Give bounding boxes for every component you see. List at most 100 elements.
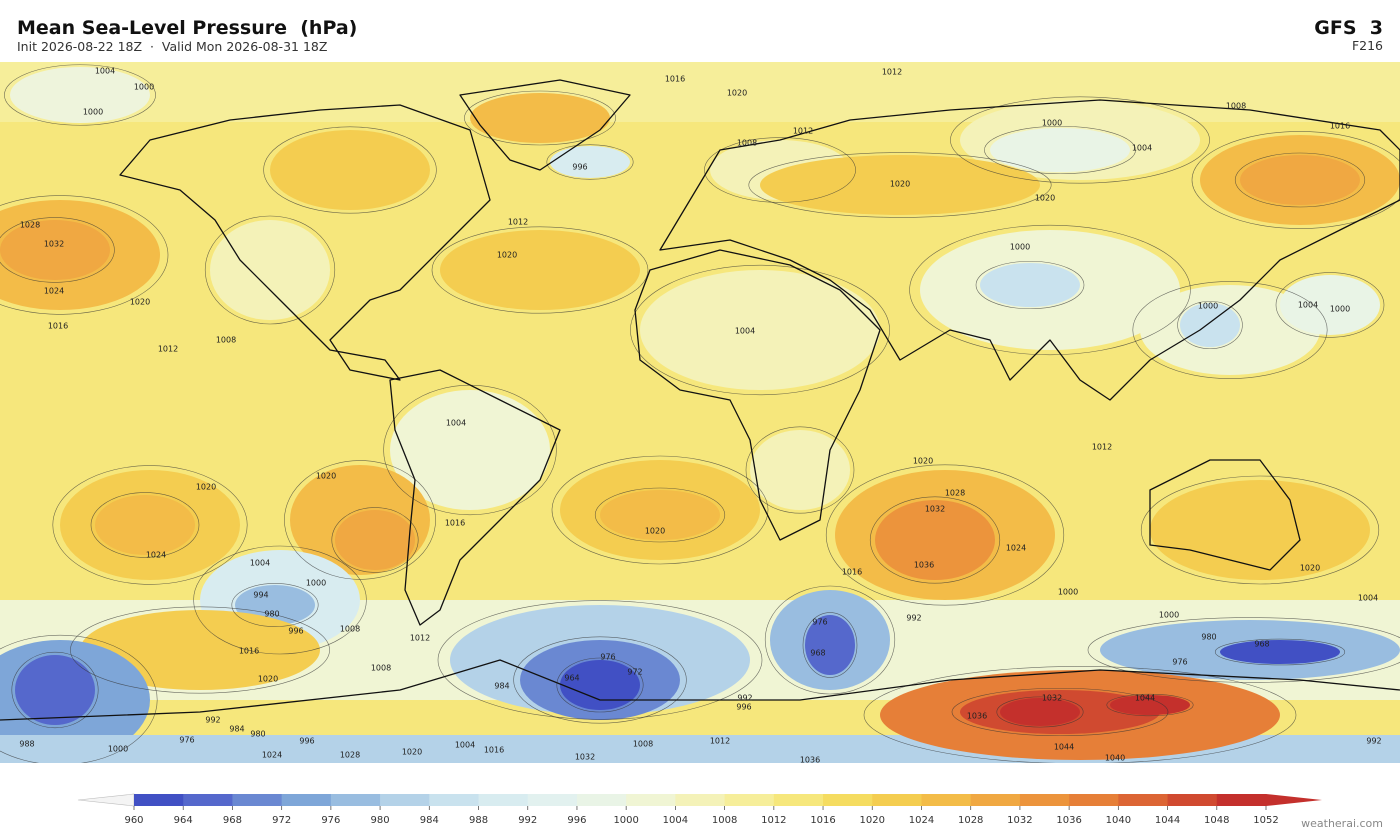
colorbar-tick-label: 1012 xyxy=(761,815,786,826)
colorbar-swatch xyxy=(675,794,726,806)
contour-label: 1004 xyxy=(250,559,270,568)
contour-label: 1012 xyxy=(710,737,730,746)
colorbar-swatch xyxy=(626,794,676,806)
contour-label: 1004 xyxy=(95,67,115,76)
isobar xyxy=(551,455,769,565)
contour-label: 1044 xyxy=(1135,694,1155,703)
pressure-area xyxy=(805,615,855,675)
pressure-area xyxy=(600,490,720,540)
north-america xyxy=(119,104,491,381)
colorbar-swatch xyxy=(773,794,824,806)
contour-label: 1028 xyxy=(20,221,40,230)
colorbar-tick-label: 1020 xyxy=(860,815,885,826)
contour-label: 1004 xyxy=(1132,144,1152,153)
isobar xyxy=(1191,131,1400,229)
contour-label: 1000 xyxy=(306,579,326,588)
colorbar-tick-label: 1048 xyxy=(1204,815,1229,826)
isobar xyxy=(748,152,1052,218)
pressure-area xyxy=(640,270,880,390)
contour-label: 996 xyxy=(299,737,314,746)
contour-label: 980 xyxy=(1201,633,1216,642)
contour-label: 1032 xyxy=(1042,694,1062,703)
colorbar-swatch xyxy=(872,794,922,806)
colorbar-tick-label: 984 xyxy=(420,815,439,826)
contour-label: 1028 xyxy=(945,489,965,498)
contour-label: 1012 xyxy=(410,634,430,643)
colorbar-swatch xyxy=(576,794,627,806)
isobar xyxy=(950,96,1210,184)
isobar xyxy=(869,496,1001,584)
pressure-area xyxy=(760,155,1040,215)
isobar xyxy=(1106,693,1194,717)
africa xyxy=(634,249,881,541)
contour-label: 1036 xyxy=(967,712,987,721)
isobar xyxy=(1234,152,1366,208)
pressure-area xyxy=(335,510,415,570)
isobar xyxy=(331,507,419,573)
contour-label: 1016 xyxy=(48,322,68,331)
contour-label: 992 xyxy=(205,716,220,725)
isobar xyxy=(4,64,156,126)
contour-label: 1000 xyxy=(134,83,154,92)
contour-label: 976 xyxy=(179,736,194,745)
contour-label: 1008 xyxy=(216,336,236,345)
contour-label: 1008 xyxy=(371,664,391,673)
subtitle: Init 2026-08-22 18Z · Valid Mon 2026-08-… xyxy=(17,39,327,54)
colorbar-swatch xyxy=(970,794,1021,806)
contour-label: 1004 xyxy=(455,741,475,750)
colorbar-tick-label: 980 xyxy=(371,815,390,826)
australia xyxy=(1149,459,1301,571)
colorbar-tick-label: 1008 xyxy=(712,815,737,826)
contour-label: 1000 xyxy=(1010,243,1030,252)
isobar xyxy=(909,224,1191,356)
isobar xyxy=(193,545,367,655)
pressure-area xyxy=(470,93,610,143)
contour-label: 980 xyxy=(250,730,265,739)
antarctica xyxy=(0,659,1400,721)
contour-label: 996 xyxy=(736,703,751,712)
contour-label: 976 xyxy=(812,618,827,627)
contour-label: 988 xyxy=(19,740,34,749)
colorbar-extend-low xyxy=(77,793,135,807)
isobar xyxy=(975,260,1085,310)
colorbar: 960 964 968 972 976 980 984 988 992 996 1000 1004 10… xyxy=(77,793,1322,826)
title: Mean Sea-Level Pressure (hPa) xyxy=(17,17,357,39)
pressure-area xyxy=(750,430,850,510)
colorbar-tick-label: 1016 xyxy=(810,815,835,826)
colorbar-tick-label: 960 xyxy=(124,815,143,826)
contour-label: 1032 xyxy=(925,505,945,514)
colorbar-swatch xyxy=(478,794,529,806)
colorbar-tick-label: 1052 xyxy=(1253,815,1278,826)
pressure-area xyxy=(990,128,1130,172)
south-america xyxy=(389,369,561,626)
colorbar-tick-label: 964 xyxy=(174,815,193,826)
colorbar-tick-label: 972 xyxy=(272,815,291,826)
contour-label: 1012 xyxy=(158,345,178,354)
contour-label: 1024 xyxy=(146,551,166,560)
colorbar-swatch xyxy=(183,794,233,806)
colorbar-tick-label: 992 xyxy=(518,815,537,826)
colorbar-swatch xyxy=(429,794,480,806)
contour-label: 996 xyxy=(572,163,587,172)
colorbar-swatch xyxy=(1216,794,1267,806)
isobar xyxy=(11,651,99,729)
contour-label: 1000 xyxy=(108,745,128,754)
isobar xyxy=(951,687,1169,737)
pressure-area xyxy=(550,146,630,178)
colorbar-tick-label: 1032 xyxy=(1007,815,1032,826)
contour-label: 996 xyxy=(288,627,303,636)
contour-label: 1016 xyxy=(484,746,504,755)
pressure-area xyxy=(1110,695,1190,715)
colorbar-swatch xyxy=(724,794,775,806)
contour-label: 1012 xyxy=(508,218,528,227)
colorbar-swatch xyxy=(380,794,430,806)
pressure-area xyxy=(210,220,330,320)
colorbar-swatch xyxy=(281,794,332,806)
contour-label: 1008 xyxy=(340,625,360,634)
contour-label: 1000 xyxy=(1042,119,1062,128)
contour-label: 1020 xyxy=(727,89,747,98)
contour-label: 976 xyxy=(1172,658,1187,667)
colorbar-swatch xyxy=(1167,794,1218,806)
